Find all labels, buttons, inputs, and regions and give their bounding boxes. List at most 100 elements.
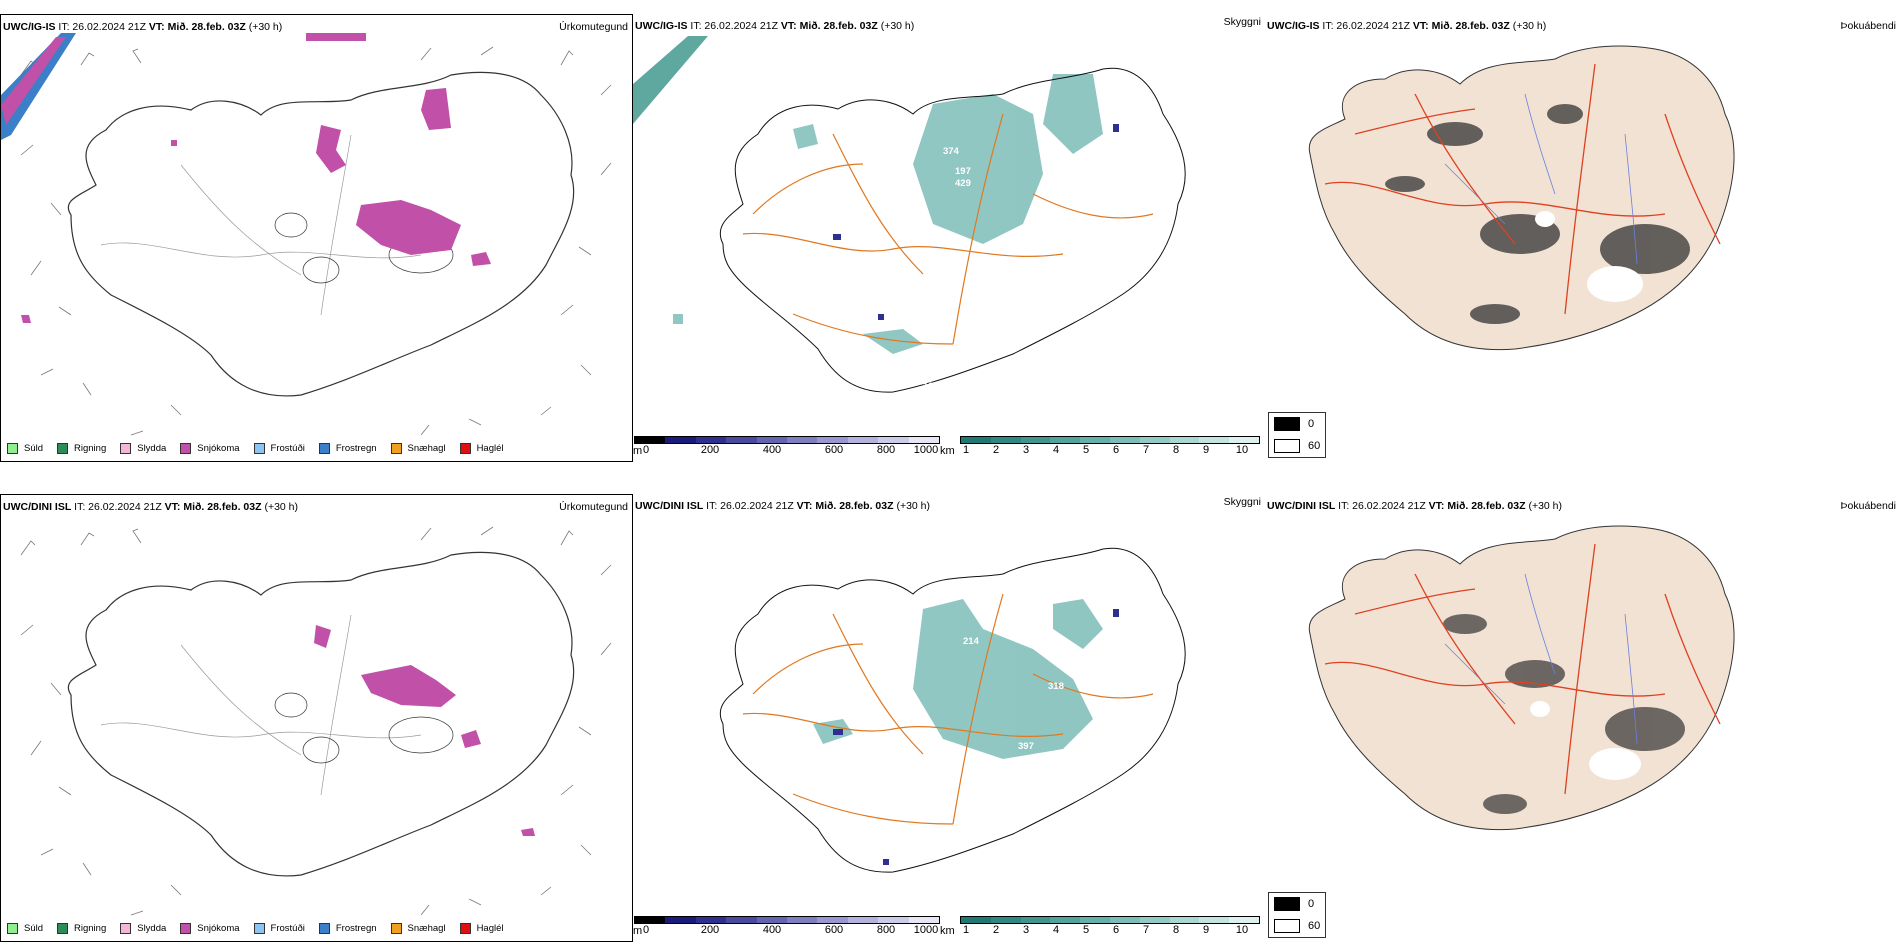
ptype-map	[1, 33, 612, 436]
vis-color-step	[1169, 437, 1200, 443]
ceiling-color-step	[817, 437, 848, 443]
legend-item: Rigning	[57, 922, 106, 934]
ceiling-label: 477	[1043, 206, 1059, 217]
vis-colorbar	[960, 916, 1260, 924]
fog-legend-item: 0	[1269, 893, 1325, 915]
vis-color-step	[1139, 917, 1170, 923]
swatch-freezing-drizzle	[253, 922, 265, 934]
swatch-freezing-rain	[318, 442, 330, 454]
vis-color-step	[1199, 437, 1230, 443]
ceiling-scale-1: 0 200 400 600 800 1000 m	[633, 436, 940, 458]
ptype-legend: Súld Rigning Slydda Snjókoma Frostúði Fr…	[7, 439, 518, 457]
ceiling-label: 374	[943, 146, 960, 157]
ceiling-color-step	[665, 917, 696, 923]
fog-label: Þokuábendi	[1840, 500, 1896, 512]
wind-barbs	[20, 526, 612, 916]
ceiling-color-step	[635, 437, 666, 443]
vis-color-step	[1050, 917, 1081, 923]
legend-item: Slydda	[120, 442, 166, 454]
ceiling-color-step	[695, 437, 727, 443]
vis-color-step	[1080, 917, 1110, 923]
ceiling-label: 337	[1118, 741, 1134, 752]
ceiling-color-step	[665, 437, 696, 443]
vis-scale-2: 1 2 3 4 5 6 7 8 9 10 km	[940, 916, 1260, 938]
swatch-graupel	[390, 922, 402, 934]
ceiling-colorbar	[634, 916, 940, 924]
swatch-rain	[57, 442, 69, 454]
vis-color-step	[1229, 917, 1259, 923]
ceiling-color-step	[817, 917, 848, 923]
ceiling-unit: m	[633, 445, 643, 457]
legend-item: Snæhagl	[390, 442, 446, 454]
panel-title: UWC/DINI ISL IT: 26.02.2024 21Z VT: Mið.…	[635, 500, 931, 512]
ceiling-label: 308	[1053, 254, 1069, 265]
legend-item: Slydda	[120, 922, 166, 934]
ceiling-label: 881	[1028, 246, 1045, 257]
vis-unit: km	[940, 925, 955, 937]
ceiling-ticks: 0 200 400 600 800 1000	[642, 444, 939, 456]
swatch-freezing-drizzle	[253, 442, 265, 454]
ptype-panel-2: UWC/DINI ISL IT: 26.02.2024 21Z VT: Mið.…	[0, 494, 633, 942]
swatch-sleet	[120, 442, 132, 454]
swatch-drizzle	[7, 922, 18, 934]
legend-item: Haglél	[459, 442, 504, 454]
vis-color-step	[1080, 437, 1110, 443]
snow-areas	[1, 33, 491, 323]
vis-color-step	[1169, 917, 1200, 923]
swatch-hail	[459, 922, 471, 934]
fog-panel-1: UWC/IG-IS IT: 26.02.2024 21Z VT: Mið. 28…	[1265, 14, 1900, 462]
vis-panel-1: UWC/IG-IS IT: 26.02.2024 21Z VT: Mið. 28…	[633, 14, 1265, 462]
ceiling-scale-2: 0 200 400 600 800 1000 m	[633, 916, 940, 938]
vis-color-step	[961, 917, 991, 923]
fog-legend-1: 0 60	[1268, 412, 1326, 458]
vis-colorbar	[960, 436, 1260, 444]
ceiling-color-step	[787, 437, 818, 443]
ceiling-label: 484	[1083, 278, 1100, 289]
ceiling-label: 222	[1013, 261, 1029, 272]
panel-title: UWC/IG-IS IT: 26.02.2024 21Z VT: Mið. 28…	[3, 21, 283, 33]
ceiling-color-step	[695, 917, 727, 923]
ceiling-label: 318	[1048, 681, 1064, 692]
ceiling-label: 397	[1018, 741, 1034, 752]
fog-legend-item: 60	[1269, 915, 1325, 937]
fog-panel-2: UWC/DINI ISL IT: 26.02.2024 21Z VT: Mið.…	[1265, 494, 1900, 942]
ceiling-label: 197	[955, 166, 971, 177]
ceiling-label: 241	[838, 741, 855, 752]
fog-legend-2: 0 60	[1268, 892, 1326, 938]
legend-item: Frostregn	[318, 442, 377, 454]
iceland-outline	[67, 71, 575, 397]
snow-areas	[314, 625, 535, 836]
vis-color-step	[1199, 917, 1230, 923]
vis-panel-2: UWC/DINI ISL IT: 26.02.2024 21Z VT: Mið.…	[633, 494, 1265, 942]
ceiling-color-step	[908, 917, 940, 923]
ceiling-color-step	[787, 917, 818, 923]
fog-label: Þokuábendi	[1840, 20, 1896, 32]
fog-legend-item: 60	[1269, 435, 1325, 457]
legend-item: Frostregn	[318, 922, 377, 934]
vis-ticks: 1 2 3 4 5 6 7 8 9 10	[962, 924, 1249, 936]
ceiling-color-step	[726, 917, 757, 923]
ceiling-color-step	[756, 917, 788, 923]
legend-item: Snjókoma	[180, 922, 240, 934]
vis-map: 374 197 429 477 881 222 306 308 299 484 …	[633, 36, 1186, 393]
vis-color-step	[990, 917, 1021, 923]
legend-item: Súld	[7, 442, 43, 454]
vis-map: 214 318 397 337 241	[720, 547, 1186, 873]
ceiling-color-step	[908, 437, 940, 443]
ceiling-label: 101	[923, 381, 940, 392]
ceiling-color-step	[847, 917, 879, 923]
ceiling-color-step	[847, 437, 879, 443]
ptype-panel-1: UWC/IG-IS IT: 26.02.2024 21Z VT: Mið. 28…	[0, 14, 633, 462]
ptype-label: Úrkomutegund	[559, 501, 628, 513]
ceiling-label: 429	[955, 178, 971, 189]
legend-item: Frostúði	[253, 442, 305, 454]
legend-item: Snæhagl	[390, 922, 446, 934]
vis-color-step	[1020, 437, 1051, 443]
fog-legend-item: 0	[1269, 413, 1325, 435]
swatch-hail	[459, 442, 471, 454]
panel-title: UWC/IG-IS IT: 26.02.2024 21Z VT: Mið. 28…	[1267, 20, 1547, 32]
swatch-snow	[180, 922, 192, 934]
vis-unit: km	[940, 445, 955, 457]
vis-color-step	[1109, 917, 1140, 923]
ceiling-labels: 374 197 429 477 881 222 306 308 299 484 …	[923, 146, 1129, 392]
